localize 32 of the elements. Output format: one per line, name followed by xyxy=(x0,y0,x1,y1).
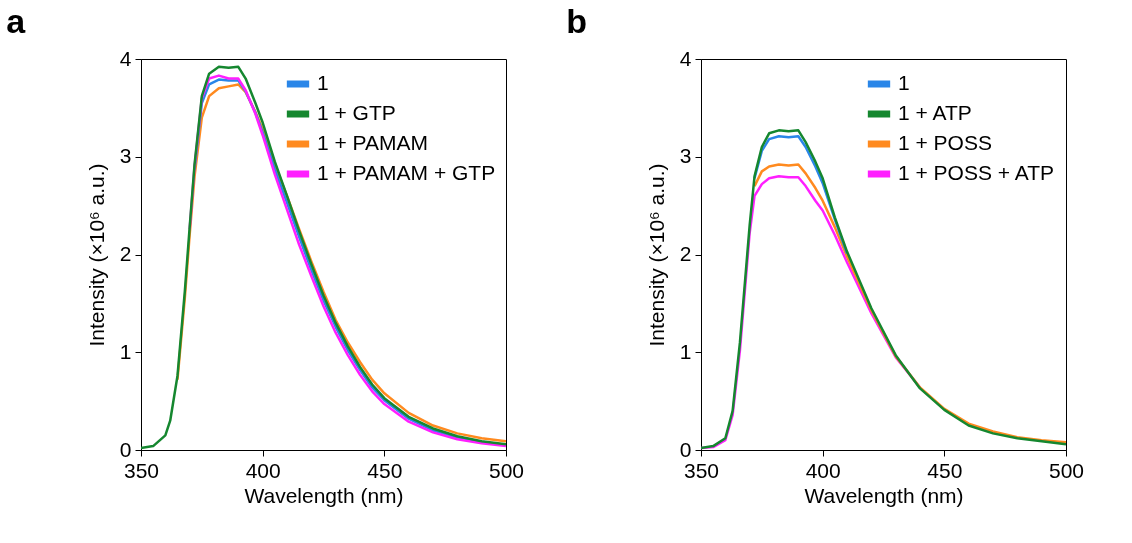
legend-label: 1 + POSS + ATP xyxy=(898,161,1055,184)
y-tick-label: 0 xyxy=(679,437,692,461)
x-tick-label: 350 xyxy=(683,458,720,482)
x-tick-label: 400 xyxy=(805,458,841,482)
legend-label: 1 + POSS xyxy=(898,131,992,154)
legend-label: 1 + GTP xyxy=(317,101,396,124)
x-tick-label: 500 xyxy=(1048,458,1085,482)
y-tick-label: 0 xyxy=(119,437,132,461)
x-tick-label: 500 xyxy=(488,458,525,482)
x-axis-title: Wavelength (nm) xyxy=(804,483,964,507)
x-axis-title: Wavelength (nm) xyxy=(244,483,404,507)
legend-label: 1 xyxy=(898,71,910,94)
y-tick-label: 1 xyxy=(119,339,132,363)
y-axis-title: Intensity (×10⁶ a.u.) xyxy=(84,163,108,347)
chart-title: b xyxy=(566,2,588,40)
y-tick-label: 2 xyxy=(679,242,692,265)
x-tick-label: 400 xyxy=(245,458,281,482)
y-tick-label: 3 xyxy=(679,144,692,168)
x-tick-label: 350 xyxy=(123,458,160,482)
x-tick-label: 450 xyxy=(927,458,963,482)
legend-label: 1 + ATP xyxy=(898,101,972,124)
legend-label: 1 xyxy=(317,71,329,94)
legend-label: 1 + PAMAM + GTP xyxy=(317,161,496,184)
y-tick-label: 3 xyxy=(119,144,132,168)
x-tick-label: 450 xyxy=(367,458,403,482)
y-tick-label: 1 xyxy=(679,339,692,363)
y-tick-label: 4 xyxy=(119,46,132,70)
y-tick-label: 2 xyxy=(119,242,132,265)
y-tick-label: 4 xyxy=(679,46,692,70)
chart-title: a xyxy=(6,2,27,40)
legend-label: 1 + PAMAM xyxy=(317,131,429,154)
y-axis-title: Intensity (×10⁶ a.u.) xyxy=(644,163,668,347)
